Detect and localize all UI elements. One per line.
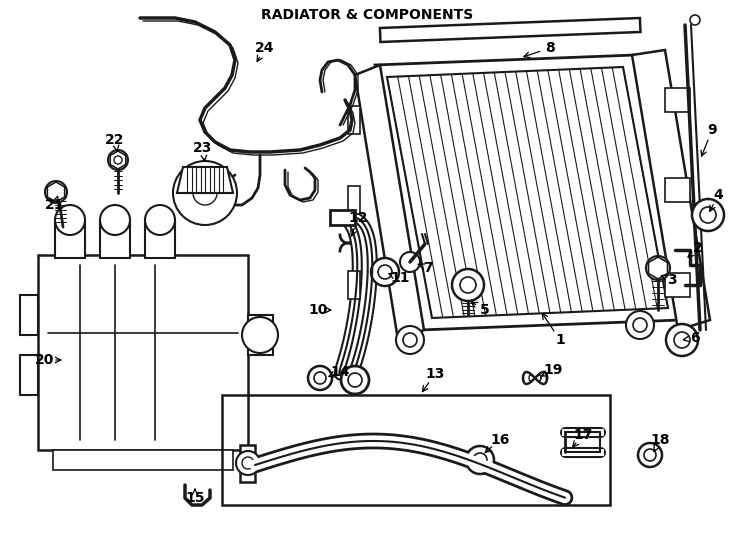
Circle shape xyxy=(242,317,278,353)
Text: 5: 5 xyxy=(480,303,490,317)
Polygon shape xyxy=(248,315,273,355)
Text: 22: 22 xyxy=(105,133,125,147)
Bar xyxy=(53,450,233,470)
Circle shape xyxy=(626,311,654,339)
Bar xyxy=(330,210,355,225)
Text: 1: 1 xyxy=(555,333,565,347)
Bar xyxy=(145,220,175,258)
Text: 11: 11 xyxy=(390,271,410,285)
Text: 4: 4 xyxy=(713,188,723,202)
Polygon shape xyxy=(632,50,710,330)
Polygon shape xyxy=(240,445,255,482)
Polygon shape xyxy=(665,273,690,297)
Text: 21: 21 xyxy=(46,198,65,212)
Polygon shape xyxy=(380,18,641,42)
Text: 23: 23 xyxy=(193,141,213,155)
Bar xyxy=(38,255,248,450)
Bar xyxy=(222,395,610,505)
Polygon shape xyxy=(20,295,38,335)
Text: 17: 17 xyxy=(573,428,592,442)
Text: 10: 10 xyxy=(308,303,327,317)
Text: 16: 16 xyxy=(490,433,509,447)
Polygon shape xyxy=(348,271,360,299)
Circle shape xyxy=(692,199,724,231)
Polygon shape xyxy=(20,355,38,395)
Polygon shape xyxy=(648,257,667,279)
Circle shape xyxy=(371,258,399,286)
Text: 24: 24 xyxy=(255,41,275,55)
Polygon shape xyxy=(355,65,424,340)
Text: 9: 9 xyxy=(707,123,717,137)
Circle shape xyxy=(638,443,662,467)
Polygon shape xyxy=(348,106,360,134)
Circle shape xyxy=(466,446,494,474)
Text: 19: 19 xyxy=(543,363,563,377)
Circle shape xyxy=(236,451,260,475)
Bar xyxy=(100,220,130,258)
Text: RADIATOR & COMPONENTS: RADIATOR & COMPONENTS xyxy=(261,8,473,22)
Circle shape xyxy=(55,205,85,235)
Polygon shape xyxy=(665,88,690,112)
Text: 7: 7 xyxy=(424,261,433,275)
Polygon shape xyxy=(177,167,233,193)
Text: 14: 14 xyxy=(330,365,349,379)
Circle shape xyxy=(341,366,369,394)
Text: 3: 3 xyxy=(667,273,677,287)
Polygon shape xyxy=(47,182,65,202)
Circle shape xyxy=(45,181,67,203)
Circle shape xyxy=(108,150,128,170)
Circle shape xyxy=(100,205,130,235)
Text: 2: 2 xyxy=(693,241,703,255)
Text: 6: 6 xyxy=(690,331,700,345)
Circle shape xyxy=(173,161,237,225)
Text: 12: 12 xyxy=(348,211,368,225)
Text: 15: 15 xyxy=(185,491,205,505)
Circle shape xyxy=(646,256,670,280)
Polygon shape xyxy=(110,151,126,169)
Text: 20: 20 xyxy=(35,353,55,367)
Bar xyxy=(55,220,85,258)
Text: 8: 8 xyxy=(545,41,555,55)
Polygon shape xyxy=(665,178,690,202)
Circle shape xyxy=(396,326,424,354)
Polygon shape xyxy=(348,186,360,214)
Circle shape xyxy=(666,324,698,356)
Circle shape xyxy=(308,366,332,390)
Circle shape xyxy=(145,205,175,235)
Circle shape xyxy=(452,269,484,301)
Text: 13: 13 xyxy=(425,367,445,381)
Text: 18: 18 xyxy=(650,433,669,447)
Circle shape xyxy=(400,252,420,272)
